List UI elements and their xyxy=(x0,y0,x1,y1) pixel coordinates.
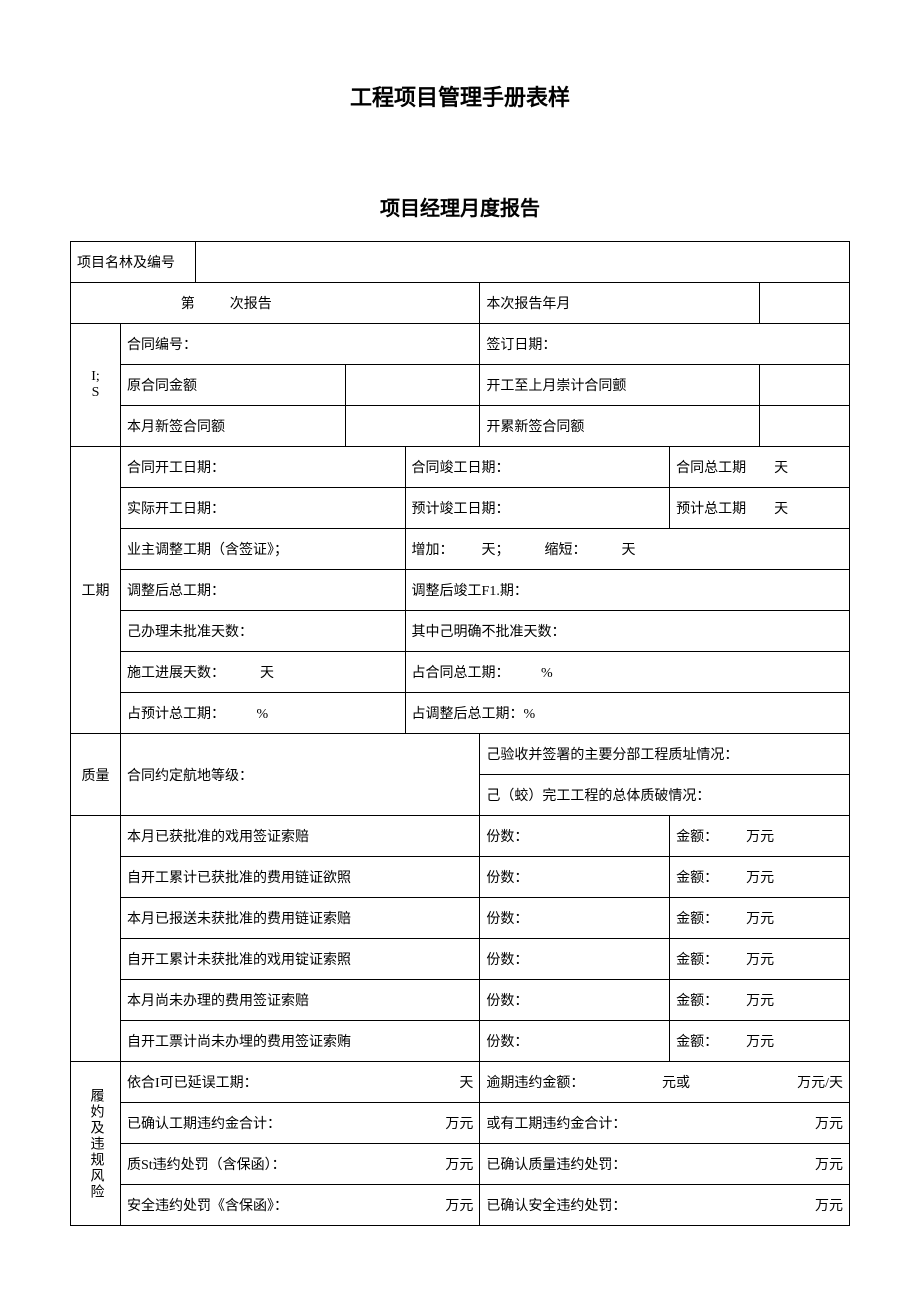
risk-label: 履妁及违规风险 xyxy=(71,1062,121,1226)
adjusted-end-label: 调整后竣工F1.期： xyxy=(405,570,849,611)
orig-amount-value xyxy=(345,365,480,406)
claim-r1-amount: 金额： 万元 xyxy=(670,816,850,857)
owner-adjust-label: 业主调整工期（含签证》； xyxy=(120,529,405,570)
claim-r3-copies: 份数： xyxy=(480,898,670,939)
sub-title: 项目经理月度报告 xyxy=(70,192,850,221)
claim-r4-label: 自开工累计未获批准的戏用锭证索照 xyxy=(120,939,479,980)
orig-amount-label: 原合同金额 xyxy=(120,365,345,406)
report-period-label: 本次报告年月 xyxy=(480,283,760,324)
claim-r3-label: 本月已报送未获批准的费用链证索赔 xyxy=(120,898,479,939)
month-new-label: 本月新签合同额 xyxy=(120,406,345,447)
contract-end-label: 合同竣工日期： xyxy=(405,447,670,488)
pct-expected: 占预计总工期： % xyxy=(120,693,405,734)
owner-adjust-value: 增加： 天； 缩短： 天 xyxy=(405,529,849,570)
risk-r2r: 或有工期违约金合计： 万元 xyxy=(480,1103,850,1144)
report-table: 项目名林及编号 第 次报告 本次报告年月 I; S 合同编号： 签订日期： xyxy=(70,241,850,1226)
report-number: 第 次报告 xyxy=(71,283,480,324)
claim-r5-label: 本月尚未办理的费用签证索赔 xyxy=(120,980,479,1021)
claim-r4-copies: 份数： xyxy=(480,939,670,980)
risk-r2l: 已确认工期违约金合计： 万元 xyxy=(120,1103,479,1144)
claim-r2-amount: 金额： 万元 xyxy=(670,857,850,898)
project-name-label: 项目名林及编号 xyxy=(71,242,196,283)
is-label: I; S xyxy=(71,324,121,447)
progress-days: 施工进展天数： 天 xyxy=(120,652,405,693)
claim-r2-label: 自开工累计已获批准的费用链证欲照 xyxy=(120,857,479,898)
cum-new-label: 开累新签合同额 xyxy=(480,406,760,447)
month-new-value xyxy=(345,406,480,447)
contract-no-label: 合同编号： xyxy=(120,324,479,365)
expected-total: 预计总工期 天 xyxy=(670,488,850,529)
period-label: 工期 xyxy=(71,447,121,734)
quality-completed: 己（蛟）完工工程的总体质破情况： xyxy=(480,775,850,816)
risk-r1r: 逾期违约金额： 元或 万元/天 xyxy=(480,1062,850,1103)
sign-date-label: 签订日期： xyxy=(480,324,850,365)
claim-r5-amount: 金额： 万元 xyxy=(670,980,850,1021)
claim-r3-amount: 金额： 万元 xyxy=(670,898,850,939)
contract-start-label: 合同开工日期： xyxy=(120,447,405,488)
risk-r4r: 已确认安全违约处罚： 万元 xyxy=(480,1185,850,1226)
claims-label xyxy=(71,816,121,1062)
claim-r6-copies: 份数： xyxy=(480,1021,670,1062)
claim-r6-label: 自开工票计尚未办埋的费用签证索贿 xyxy=(120,1021,479,1062)
actual-start-label: 实际开工日期： xyxy=(120,488,405,529)
report-period-value xyxy=(760,283,850,324)
adjusted-total-label: 调整后总工期： xyxy=(120,570,405,611)
claim-r4-amount: 金额： 万元 xyxy=(670,939,850,980)
quality-accepted: 己验收并签署的主要分部工程质址情况： xyxy=(480,734,850,775)
pct-contract: 占合同总工期： % xyxy=(405,652,849,693)
claim-r6-amount: 金额： 万元 xyxy=(670,1021,850,1062)
quality-grade-label: 合同约定航地等级： xyxy=(120,734,479,816)
pending-clear-label: 其中己明确不批准天数： xyxy=(405,611,849,652)
risk-r1l: 依合I可已延误工期： 天 xyxy=(120,1062,479,1103)
expected-end-label: 预计竣工日期： xyxy=(405,488,670,529)
claim-r1-copies: 份数： xyxy=(480,816,670,857)
pct-adjusted: 占调整后总工期：% xyxy=(405,693,849,734)
claim-r5-copies: 份数： xyxy=(480,980,670,1021)
contract-total: 合同总工期 天 xyxy=(670,447,850,488)
claim-r1-label: 本月已获批准的戏用签证索赔 xyxy=(120,816,479,857)
claim-r2-copies: 份数： xyxy=(480,857,670,898)
main-title: 工程项目管理手册表样 xyxy=(70,80,850,112)
quality-label: 质量 xyxy=(71,734,121,816)
project-name-value xyxy=(195,242,849,283)
to-last-month-label: 开工至上月崇计合同颤 xyxy=(480,365,760,406)
risk-r3r: 已确认质量违约处罚： 万元 xyxy=(480,1144,850,1185)
risk-r3l: 质St违约处罚（含保函）： 万元 xyxy=(120,1144,479,1185)
risk-r4l: 安全违约处罚《含保函》： 万元 xyxy=(120,1185,479,1226)
cum-new-value xyxy=(760,406,850,447)
pending-days-label: 己办理未批准天数： xyxy=(120,611,405,652)
to-last-month-value xyxy=(760,365,850,406)
